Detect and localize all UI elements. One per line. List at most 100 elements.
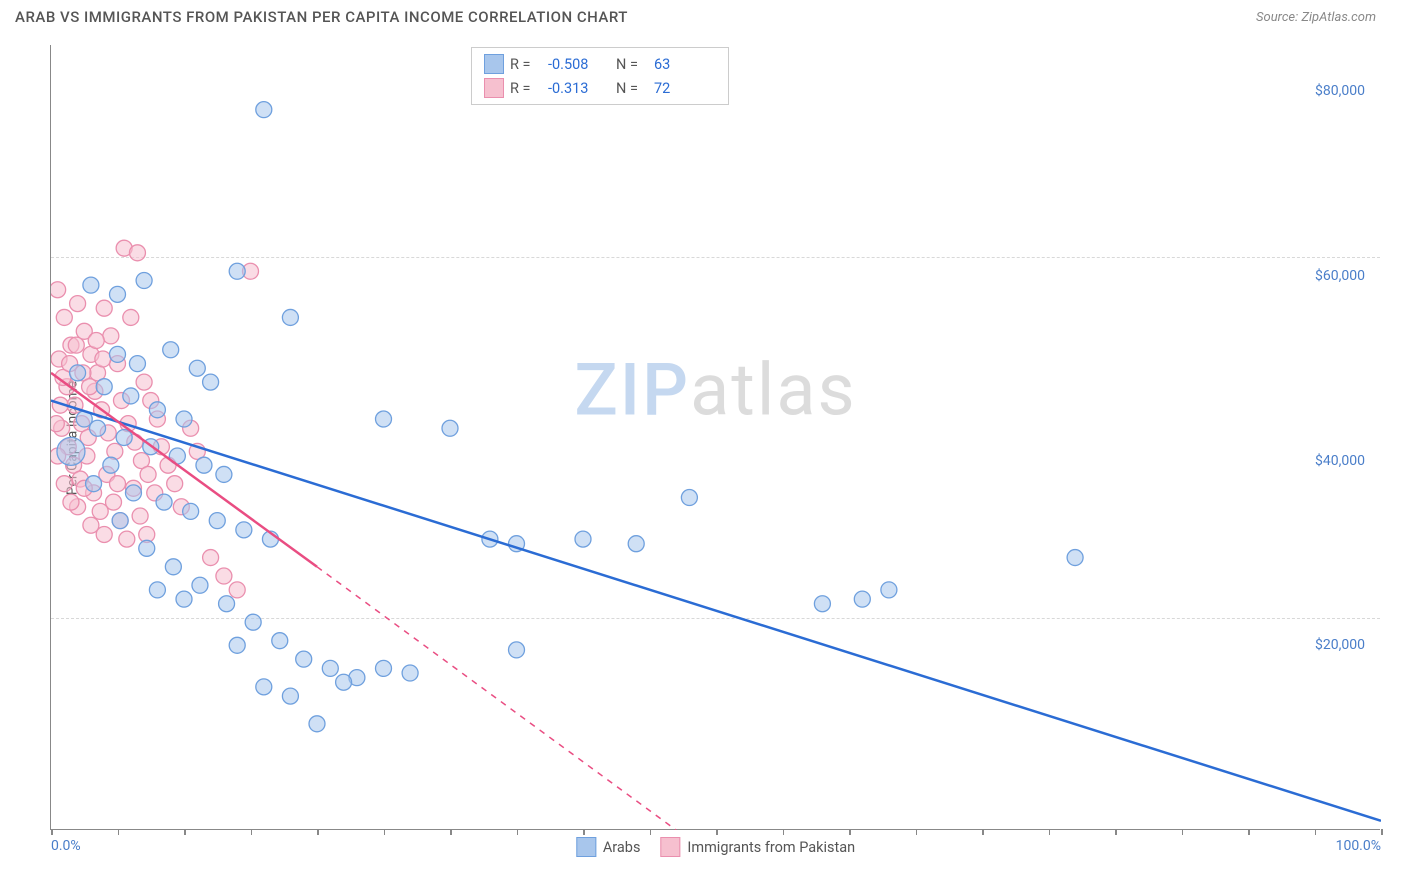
data-point-pink (129, 245, 145, 261)
data-point-blue (110, 346, 126, 362)
data-point-blue (163, 342, 179, 358)
data-point-pink (96, 526, 112, 542)
data-point-blue (322, 660, 338, 676)
legend-r-value: -0.313 (548, 80, 610, 97)
data-point-blue (57, 437, 85, 465)
legend-swatch (484, 78, 504, 98)
data-point-blue (402, 665, 418, 681)
data-point-blue (125, 485, 141, 501)
trend-line-pink-solid (51, 373, 317, 567)
data-point-blue (442, 420, 458, 436)
data-point-pink (96, 300, 112, 316)
legend-swatch (484, 54, 504, 74)
data-point-blue (216, 466, 232, 482)
data-point-blue (229, 263, 245, 279)
legend-swatch (660, 837, 680, 857)
data-point-pink (167, 476, 183, 492)
x-tick-label: 100.0% (1336, 838, 1381, 854)
data-point-blue (681, 490, 697, 506)
legend-n-value: 72 (654, 80, 716, 97)
data-point-pink (203, 550, 219, 566)
x-tick-label: 0.0% (51, 838, 81, 854)
data-point-blue (272, 633, 288, 649)
data-point-blue (256, 679, 272, 695)
data-point-blue (103, 457, 119, 473)
data-point-blue (336, 674, 352, 690)
series-legend: Arabs Immigrants from Pakistan (576, 837, 855, 857)
data-point-pink (136, 374, 152, 390)
data-point-blue (110, 286, 126, 302)
data-point-blue (628, 536, 644, 552)
data-point-blue (209, 513, 225, 529)
data-point-blue (156, 494, 172, 510)
data-point-blue (196, 457, 212, 473)
legend-r-label: R = (510, 56, 542, 73)
data-point-blue (236, 522, 252, 538)
data-point-blue (282, 309, 298, 325)
data-point-pink (132, 508, 148, 524)
data-point-blue (203, 374, 219, 390)
data-point-blue (70, 365, 86, 381)
x-tick-mark (1381, 829, 1383, 835)
trend-line-blue (51, 401, 1381, 821)
data-point-blue (83, 277, 99, 293)
data-point-blue (176, 591, 192, 607)
data-point-blue (282, 688, 298, 704)
data-point-pink (68, 337, 84, 353)
data-point-pink (56, 309, 72, 325)
legend-label: Arabs (603, 839, 641, 856)
legend-r-value: -0.508 (548, 56, 610, 73)
data-point-blue (189, 360, 205, 376)
data-point-blue (86, 476, 102, 492)
data-point-pink (103, 328, 119, 344)
correlation-legend-row: R =-0.508N =63 (484, 52, 716, 76)
data-point-blue (376, 660, 392, 676)
data-point-pink (51, 416, 64, 432)
data-point-pink (119, 531, 135, 547)
data-point-blue (149, 582, 165, 598)
data-point-blue (192, 577, 208, 593)
data-point-blue (854, 591, 870, 607)
data-point-blue (219, 596, 235, 612)
data-point-blue (881, 582, 897, 598)
data-point-blue (123, 388, 139, 404)
legend-r-label: R = (510, 80, 542, 97)
data-point-blue (296, 651, 312, 667)
correlation-legend-row: R = -0.313 N = 72 (484, 76, 716, 100)
source-value: ZipAtlas.com (1301, 10, 1376, 25)
chart-svg (51, 45, 1381, 830)
data-point-pink (95, 351, 111, 367)
data-point-pink (56, 476, 72, 492)
correlation-legend: R =-0.508N =63R =-0.313N =72 (471, 47, 729, 105)
data-point-blue (149, 402, 165, 418)
data-point-blue (176, 411, 192, 427)
data-point-pink (51, 282, 66, 298)
data-point-blue (139, 540, 155, 556)
data-point-pink (82, 379, 98, 395)
data-point-blue (129, 356, 145, 372)
chart-container: Per Capita Income ZIPatlas R =-0.508N =6… (50, 45, 1380, 830)
plot-area: ZIPatlas R =-0.508N =63R =-0.313N =72 Ar… (50, 45, 1380, 830)
data-point-blue (814, 596, 830, 612)
source-attribution: Source: ZipAtlas.com (1256, 10, 1376, 25)
data-point-pink (106, 494, 122, 510)
data-point-pink (216, 568, 232, 584)
data-point-blue (309, 716, 325, 732)
data-point-blue (116, 430, 132, 446)
legend-n-label: N = (616, 80, 648, 97)
data-point-blue (165, 559, 181, 575)
trend-line-pink-dashed (317, 567, 676, 830)
data-point-pink (88, 333, 104, 349)
data-point-blue (245, 614, 261, 630)
series-legend-item: Immigrants from Pakistan (660, 837, 855, 857)
data-point-blue (376, 411, 392, 427)
data-point-blue (136, 273, 152, 289)
legend-swatch (576, 837, 596, 857)
data-point-pink (229, 582, 245, 598)
data-point-pink (63, 494, 79, 510)
data-point-pink (123, 309, 139, 325)
data-point-blue (256, 102, 272, 118)
data-point-blue (229, 637, 245, 653)
data-point-blue (112, 513, 128, 529)
series-legend-item: Arabs (576, 837, 641, 857)
